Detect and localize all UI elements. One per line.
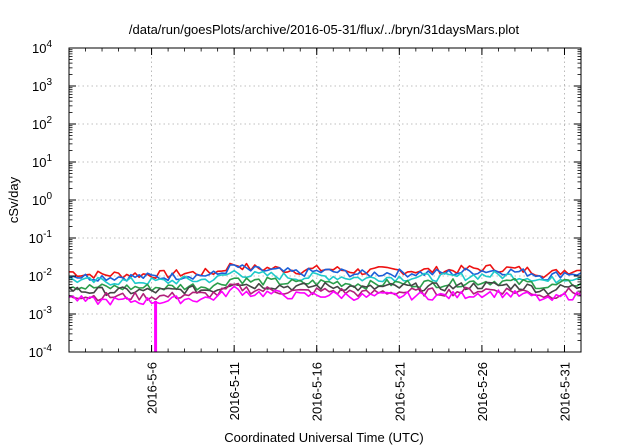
y-axis-label: cSv/day: [6, 176, 21, 223]
x-tick-label: 2016-5-31: [557, 362, 572, 421]
x-tick-label: 2016-5-11: [227, 362, 242, 420]
y-tick-label: 10-1: [29, 229, 53, 246]
y-tick-label: 104: [32, 39, 52, 56]
series-line: [68, 269, 582, 286]
x-tick-label: 2016-5-21: [392, 362, 407, 421]
x-tick-label: 2016-5-16: [310, 362, 325, 421]
series-line: [68, 281, 582, 297]
x-tick-label: 2016-5-6: [145, 362, 160, 414]
x-axis-label: Coordinated Universal Time (UTC): [224, 430, 423, 445]
x-tick-label: 2016-5-26: [475, 362, 490, 421]
series-line: [68, 264, 582, 282]
chart-title: /data/run/goesPlots/archive/2016-05-31/f…: [129, 22, 520, 37]
y-tick-label: 101: [32, 153, 52, 170]
tick-labels: 10-4 10-3 10-2 10-1 100 101 102 103 104 2016-5-6 2…: [29, 39, 573, 421]
y-tick-label: 100: [32, 191, 52, 208]
y-tick-label: 10-3: [29, 305, 53, 322]
series-line: [68, 282, 582, 302]
series-lines: [68, 262, 582, 352]
grid-lines: [69, 48, 581, 352]
y-tick-label: 10-4: [29, 343, 53, 360]
y-tick-label: 10-2: [29, 267, 53, 284]
axis-ticks: [69, 47, 581, 353]
y-tick-label: 102: [32, 115, 52, 132]
y-tick-label: 103: [32, 77, 52, 94]
